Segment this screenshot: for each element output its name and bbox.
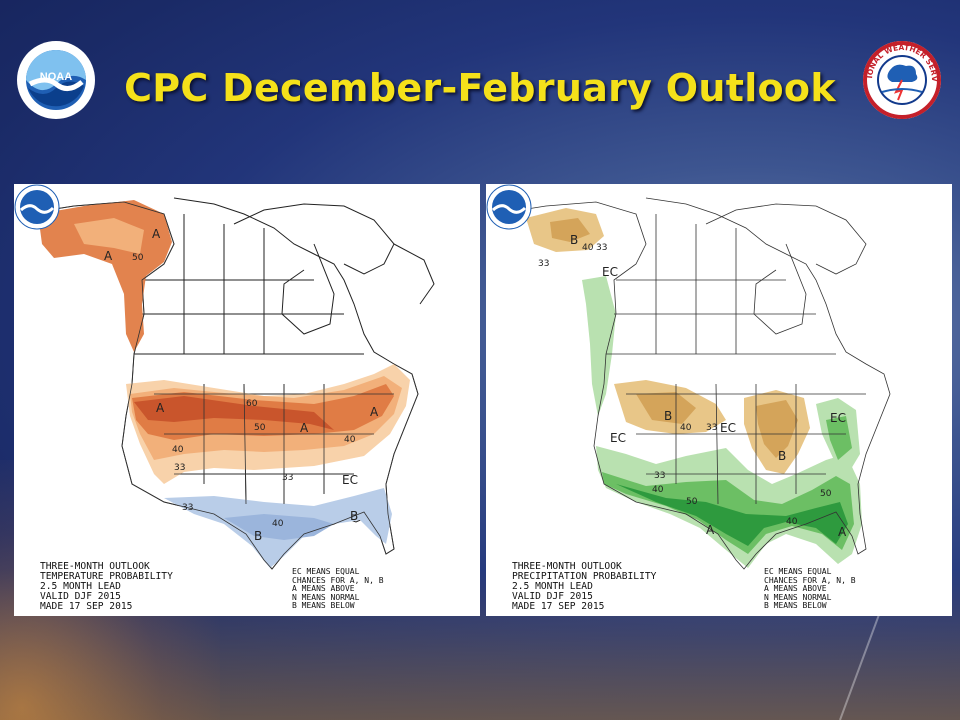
map-label: EC: [610, 431, 626, 445]
map-label: 50: [686, 497, 698, 507]
temperature-map-svg: A A 50 A 60 50 40 A A 40 33 33 EC 33 40 …: [35, 197, 435, 570]
map-label: EC: [602, 265, 618, 279]
map-label: 40: [172, 445, 184, 455]
map-label: B: [664, 409, 672, 423]
map-label: B: [570, 233, 578, 247]
legend-line: EC MEANS EQUAL: [292, 567, 360, 576]
map-label: 33: [706, 423, 717, 433]
legend-line: B MEANS BELOW: [292, 601, 355, 611]
map-label: 33: [654, 471, 665, 481]
nws-logo: NATIONAL WEATHER SERVICE: [862, 40, 941, 119]
map-label: A: [152, 227, 161, 241]
noaa-logo-text: NOAA: [40, 71, 72, 83]
noaa-mini-logo: [14, 184, 60, 230]
noaa-logo: NOAA: [17, 41, 95, 119]
map-label: 40: [680, 423, 692, 433]
caption-line: 2.5 MONTH LEAD: [40, 581, 121, 592]
precipitation-map-labels: B 40 33 33 EC B 40 33 EC EC EC B 33 40 5…: [538, 233, 847, 539]
precipitation-map-svg: B 40 33 33 EC B 40 33 EC EC EC B 33 40 5…: [507, 197, 891, 570]
temperature-caption: THREE-MONTH OUTLOOK TEMPERATURE PROBABILI…: [40, 562, 173, 612]
legend-line: A MEANS ABOVE: [292, 584, 355, 594]
map-label: A: [300, 421, 309, 435]
legend-line: A MEANS ABOVE: [764, 584, 827, 594]
caption-line: PRECIPITATION PROBABILITY: [512, 571, 657, 582]
map-label: A: [706, 523, 715, 537]
temperature-map-labels: A A 50 A 60 50 40 A A 40 33 33 EC 33 40 …: [104, 227, 379, 543]
page-title: CPC December-February Outlook: [124, 66, 836, 110]
map-label: A: [838, 525, 847, 539]
noaa-mini-logo: [486, 184, 532, 230]
map-label: 33: [282, 473, 293, 483]
map-label: 33: [596, 243, 607, 253]
map-label: 33: [174, 463, 185, 473]
map-label: EC: [720, 421, 736, 435]
map-label: 40: [344, 435, 356, 445]
legend-line: N MEANS NORMAL: [764, 592, 832, 602]
legend-line: CHANCES FOR A, N, B: [292, 575, 384, 585]
legend-line: EC MEANS EQUAL: [764, 567, 832, 576]
map-label: 40: [786, 517, 798, 527]
map-label: 33: [182, 503, 193, 513]
caption-line: THREE-MONTH OUTLOOK: [512, 561, 622, 572]
map-label: A: [104, 249, 113, 263]
map-label: A: [370, 405, 379, 419]
map-label: B: [778, 449, 786, 463]
map-label: 60: [246, 399, 258, 409]
map-label: EC: [830, 411, 846, 425]
legend-line: CHANCES FOR A, N, B: [764, 575, 856, 585]
map-label: EC: [342, 473, 358, 487]
caption-line: TEMPERATURE PROBABILITY: [40, 571, 173, 582]
caption-line: 2.5 MONTH LEAD: [512, 581, 593, 592]
map-label: 40: [652, 485, 664, 495]
precipitation-outlook-map: B 40 33 33 EC B 40 33 EC EC EC B 33 40 5…: [486, 184, 952, 616]
map-label: 50: [820, 489, 832, 499]
map-label: 50: [254, 423, 266, 433]
legend-line: N MEANS NORMAL: [292, 592, 360, 602]
caption-line: VALID DJF 2015: [40, 591, 121, 602]
caption-line: VALID DJF 2015: [512, 591, 593, 602]
caption-line: THREE-MONTH OUTLOOK: [40, 561, 150, 572]
map-label: 50: [132, 253, 144, 263]
map-label: B: [254, 529, 262, 543]
map-label: A: [156, 401, 165, 415]
legend-line: B MEANS BELOW: [764, 601, 827, 611]
precipitation-caption: THREE-MONTH OUTLOOK PRECIPITATION PROBABI…: [512, 562, 656, 612]
map-label: 40: [582, 243, 594, 253]
caption-line: MADE 17 SEP 2015: [512, 601, 605, 612]
map-label: B: [350, 509, 358, 523]
map-label: 33: [538, 259, 549, 269]
temperature-outlook-map: A A 50 A 60 50 40 A A 40 33 33 EC 33 40 …: [14, 184, 480, 616]
map-label: 40: [272, 519, 284, 529]
caption-line: MADE 17 SEP 2015: [40, 601, 133, 612]
